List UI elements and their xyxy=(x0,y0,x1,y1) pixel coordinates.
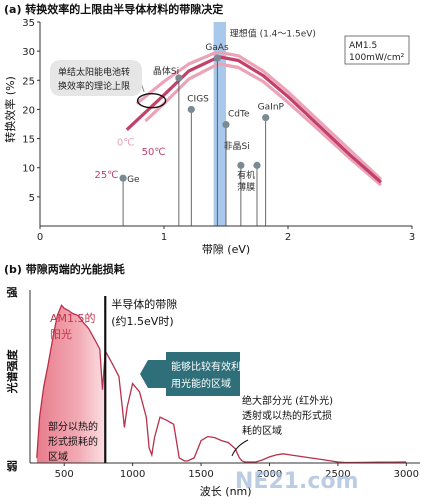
sunlight-label: AM1.5的 xyxy=(50,311,96,325)
material-point xyxy=(119,174,127,182)
x-tick-label: 1000 xyxy=(120,469,145,480)
material-label: GaAs xyxy=(205,43,229,53)
material-point xyxy=(253,161,261,169)
theory-limit-text: 单结太阳能电池转 xyxy=(58,66,130,78)
effective-region-box xyxy=(140,352,240,396)
panel-b-title: (b) 带隙两端的光能损耗 xyxy=(4,263,125,276)
y-label-strong: 强 xyxy=(7,286,18,299)
material-label: GaInP xyxy=(258,103,285,113)
x-tick-label: 2 xyxy=(285,232,291,243)
infrared-loss-pointer xyxy=(231,439,249,457)
x-axis-label: 带隙 (eV) xyxy=(202,242,250,256)
infrared-loss-text: 耗的区域 xyxy=(242,424,282,437)
organic-film-label: 有机 xyxy=(237,169,255,181)
y-tick-label: 20 xyxy=(22,105,35,116)
series-line-0c xyxy=(135,50,383,181)
temp-label-25c: 25℃ xyxy=(95,170,119,181)
condition-box: AM1.5 100mW/cm² xyxy=(344,35,410,65)
condition-box-frame xyxy=(344,35,410,65)
x-tick-label: 0 xyxy=(37,232,43,243)
theory-limit-box xyxy=(50,60,142,96)
ideal-value-label: 理想值 (1.4～1.5eV) xyxy=(230,28,316,40)
material-point xyxy=(187,105,195,114)
watermark-text: NE21.com xyxy=(235,469,359,494)
amorphous-si-label: 非晶Si xyxy=(224,140,250,152)
material-point xyxy=(175,74,183,82)
panel-a-title: (a) 转换效率的上限由半导体材料的带隙决定 xyxy=(4,3,224,16)
y-axis-label: 转换效率 (%) xyxy=(3,76,17,143)
infrared-loss-text: 绝大部分光 (红外光) xyxy=(242,394,333,407)
series-line-50c xyxy=(144,62,383,187)
condition-box-text: 100mW/cm² xyxy=(349,53,405,63)
highlight-ellipse xyxy=(136,92,167,109)
x-axis-label: 波长 (nm) xyxy=(200,485,252,498)
effective-region-text: 用光能的区域 xyxy=(171,377,231,390)
material-point xyxy=(222,120,230,129)
x-tick-label: 3000 xyxy=(394,469,419,480)
y-label-weak: 弱 xyxy=(7,460,18,473)
ideal-band xyxy=(213,22,226,226)
x-tick-label: 2000 xyxy=(257,469,282,480)
x-tick-label: 500 xyxy=(55,469,74,480)
y-tick-label: 35 xyxy=(22,18,35,29)
material-label: Ge xyxy=(127,175,140,185)
y-tick-label: 30 xyxy=(22,47,35,58)
material-label: 晶体Si xyxy=(153,65,179,77)
heat-loss-text: 形式损耗的 xyxy=(48,435,98,448)
material-label: CdTe xyxy=(228,110,250,120)
theory-limit-text: 换效率的理论上限 xyxy=(58,80,130,92)
sunlight-label: 阳光 xyxy=(50,327,72,341)
spectrum-line xyxy=(36,304,407,464)
y-tick-label: 15 xyxy=(22,135,35,146)
y-tick-label: 10 xyxy=(22,164,35,175)
effective-region-text: 能够比较有效利 xyxy=(171,360,241,373)
x-tick-label: 2500 xyxy=(325,469,350,480)
condition-box-text: AM1.5 xyxy=(349,41,377,51)
y-tick-label: 25 xyxy=(22,76,35,87)
organic-film-label: 薄膜 xyxy=(237,181,255,193)
y-axis-label: 光谱强度 xyxy=(5,348,19,394)
infrared-loss-text: 透射或以热的形式损 xyxy=(242,409,332,422)
efficiency-chart: 5 10 15 20 25 30 35 0 1 2 3 带隙 (eV) 转换效率 (%) 单结太阳能电池转… xyxy=(3,18,415,256)
bandgap-label: 半导体的带隙 xyxy=(111,297,177,311)
y-tick-label: 5 xyxy=(29,193,35,204)
x-tick-label: 3 xyxy=(409,232,415,243)
heat-loss-text: 区域 xyxy=(48,450,68,463)
temp-label-0c: 0℃ xyxy=(117,138,135,149)
material-point xyxy=(213,54,221,62)
heat-loss-text: 部分以热的 xyxy=(48,420,98,433)
material-point xyxy=(262,113,270,122)
material-point xyxy=(237,161,245,169)
temp-label-50c: 50℃ xyxy=(142,147,166,158)
x-tick-label: 1 xyxy=(161,232,167,243)
bandgap-label: (约1.5eV时) xyxy=(111,315,173,328)
visible-light-area xyxy=(36,305,106,463)
x-tick-label: 1500 xyxy=(188,469,213,480)
material-label: CIGS xyxy=(187,94,209,104)
